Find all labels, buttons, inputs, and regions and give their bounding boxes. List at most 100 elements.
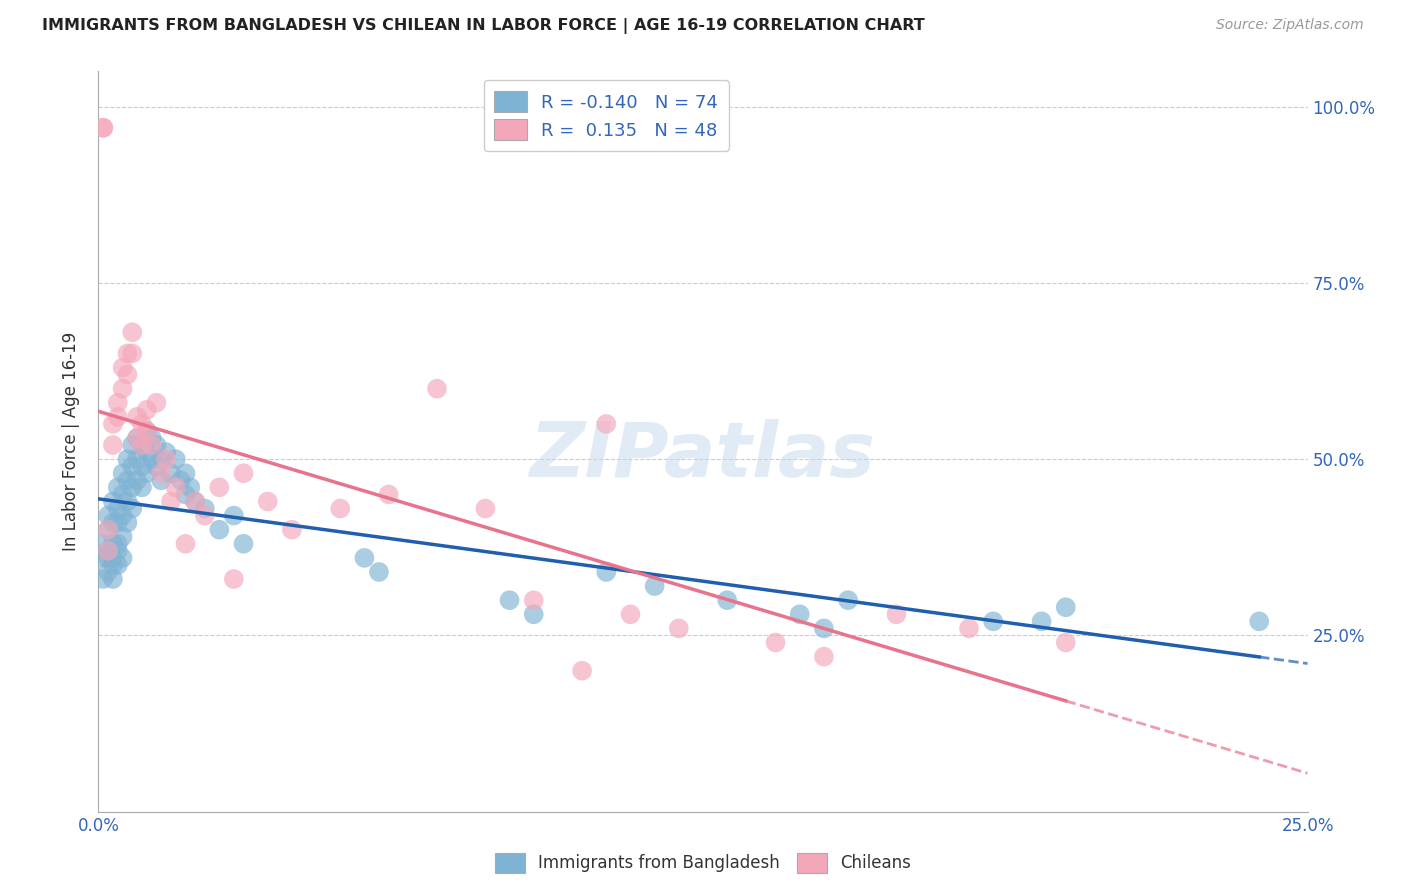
- Point: [194, 508, 217, 523]
- Point: [131, 459, 153, 474]
- Point: [127, 431, 149, 445]
- Point: [329, 501, 352, 516]
- Point: [91, 572, 114, 586]
- Point: [523, 593, 546, 607]
- Point: [353, 550, 375, 565]
- Point: [135, 467, 157, 481]
- Point: [107, 480, 129, 494]
- Point: [121, 325, 143, 339]
- Point: [957, 621, 980, 635]
- Point: [222, 508, 245, 523]
- Point: [1249, 615, 1271, 629]
- Point: [208, 523, 231, 537]
- Legend: R = -0.140   N = 74, R =  0.135   N = 48: R = -0.140 N = 74, R = 0.135 N = 48: [484, 80, 728, 151]
- Point: [145, 459, 167, 474]
- Text: IMMIGRANTS FROM BANGLADESH VS CHILEAN IN LABOR FORCE | AGE 16-19 CORRELATION CHA: IMMIGRANTS FROM BANGLADESH VS CHILEAN IN…: [42, 18, 925, 34]
- Point: [111, 508, 134, 523]
- Point: [160, 467, 183, 481]
- Point: [179, 480, 201, 494]
- Point: [595, 417, 617, 431]
- Point: [145, 396, 167, 410]
- Point: [101, 572, 124, 586]
- Point: [101, 516, 124, 530]
- Y-axis label: In Labor Force | Age 16-19: In Labor Force | Age 16-19: [62, 332, 80, 551]
- Point: [91, 537, 114, 551]
- Point: [97, 544, 120, 558]
- Point: [97, 544, 120, 558]
- Point: [145, 438, 167, 452]
- Point: [117, 473, 139, 487]
- Point: [91, 120, 114, 135]
- Point: [91, 120, 114, 135]
- Point: [101, 537, 124, 551]
- Point: [194, 501, 217, 516]
- Point: [222, 572, 245, 586]
- Point: [107, 501, 129, 516]
- Point: [117, 516, 139, 530]
- Point: [256, 494, 278, 508]
- Point: [813, 649, 835, 664]
- Point: [127, 431, 149, 445]
- Point: [97, 523, 120, 537]
- Point: [131, 438, 153, 452]
- Point: [155, 452, 177, 467]
- Point: [121, 346, 143, 360]
- Point: [716, 593, 738, 607]
- Text: Source: ZipAtlas.com: Source: ZipAtlas.com: [1216, 18, 1364, 32]
- Point: [135, 445, 157, 459]
- Point: [368, 565, 391, 579]
- Point: [668, 621, 690, 635]
- Point: [498, 593, 520, 607]
- Point: [107, 544, 129, 558]
- Point: [174, 537, 197, 551]
- Point: [150, 452, 173, 467]
- Point: [127, 473, 149, 487]
- Point: [101, 417, 124, 431]
- Point: [150, 473, 173, 487]
- Point: [111, 360, 134, 375]
- Point: [474, 501, 496, 516]
- Point: [155, 445, 177, 459]
- Point: [141, 431, 163, 445]
- Point: [165, 452, 187, 467]
- Point: [107, 537, 129, 551]
- Point: [107, 558, 129, 572]
- Point: [232, 467, 254, 481]
- Point: [169, 473, 191, 487]
- Point: [789, 607, 811, 622]
- Point: [813, 621, 835, 635]
- Point: [101, 558, 124, 572]
- Point: [117, 494, 139, 508]
- Point: [174, 487, 197, 501]
- Point: [97, 550, 120, 565]
- Point: [377, 487, 399, 501]
- Point: [117, 452, 139, 467]
- Point: [837, 593, 859, 607]
- Point: [121, 438, 143, 452]
- Point: [131, 438, 153, 452]
- Point: [111, 382, 134, 396]
- Point: [101, 438, 124, 452]
- Point: [1054, 635, 1077, 649]
- Point: [571, 664, 593, 678]
- Point: [111, 487, 134, 501]
- Point: [111, 530, 134, 544]
- Point: [644, 579, 666, 593]
- Text: ZIPatlas: ZIPatlas: [530, 419, 876, 493]
- Point: [91, 550, 114, 565]
- Point: [127, 452, 149, 467]
- Point: [1031, 615, 1053, 629]
- Point: [107, 516, 129, 530]
- Point: [135, 402, 157, 417]
- Point: [1054, 600, 1077, 615]
- Point: [165, 480, 187, 494]
- Point: [981, 615, 1004, 629]
- Point: [111, 467, 134, 481]
- Point: [150, 467, 173, 481]
- Point: [232, 537, 254, 551]
- Point: [281, 523, 304, 537]
- Point: [111, 550, 134, 565]
- Point: [135, 424, 157, 438]
- Point: [208, 480, 231, 494]
- Point: [595, 565, 617, 579]
